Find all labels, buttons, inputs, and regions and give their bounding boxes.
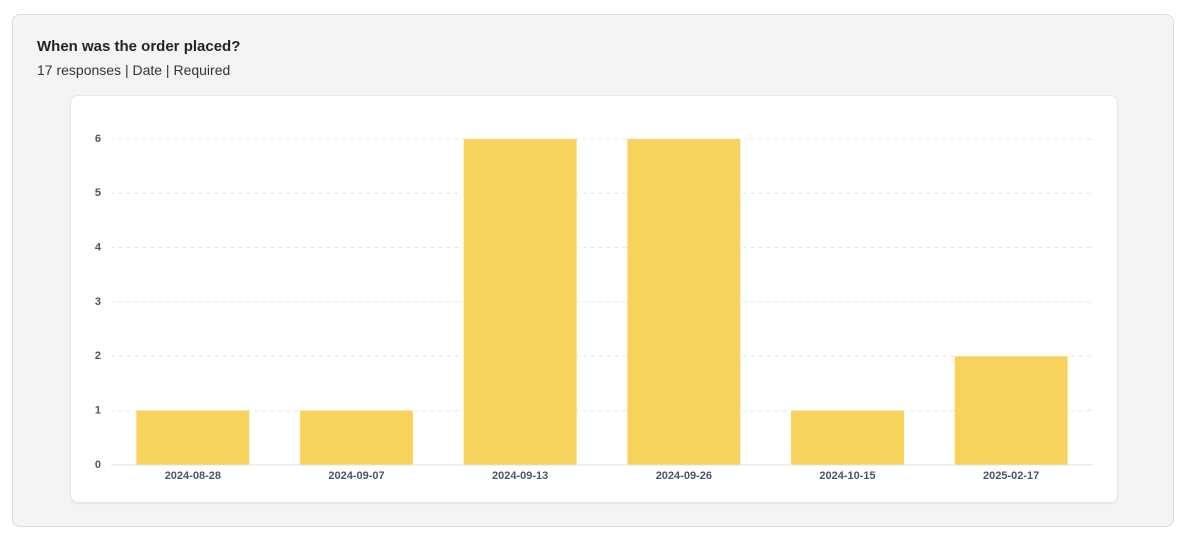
x-tick-label: 2024-09-07 [328, 470, 384, 482]
y-tick-label: 4 [95, 242, 102, 254]
y-tick-label: 1 [95, 405, 101, 417]
y-tick-label: 6 [95, 133, 101, 145]
bar [463, 139, 577, 465]
bar [300, 410, 413, 465]
x-tick-label: 2025-02-17 [983, 470, 1039, 482]
question-meta: 17 responses | Date | Required [37, 62, 231, 78]
y-tick-label: 2 [95, 350, 101, 362]
bar [627, 139, 741, 465]
y-tick-label: 5 [95, 187, 101, 199]
bar [954, 356, 1068, 465]
bar [136, 410, 250, 465]
x-tick-label: 2024-09-26 [656, 470, 712, 482]
x-tick-label: 2024-08-28 [165, 470, 221, 482]
y-tick-label: 0 [95, 459, 101, 471]
bar [791, 410, 904, 465]
y-tick-label: 3 [95, 296, 101, 308]
question-title: When was the order placed? [37, 38, 241, 55]
x-tick-label: 2024-09-13 [492, 470, 548, 482]
x-tick-label: 2024-10-15 [819, 470, 875, 482]
